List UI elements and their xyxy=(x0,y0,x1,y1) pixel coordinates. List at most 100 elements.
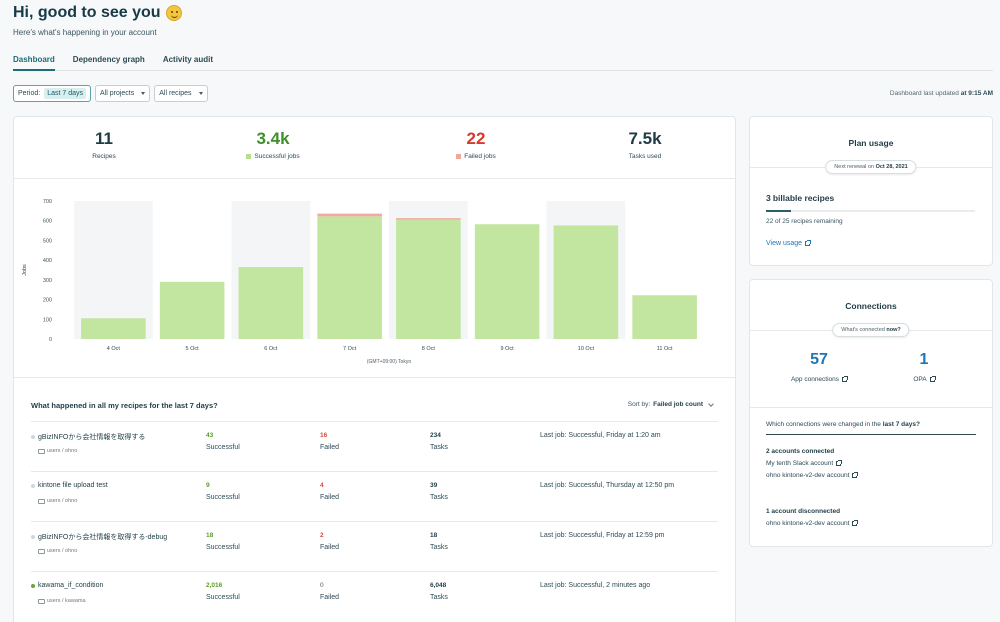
x-tick-label: 11 Oct xyxy=(657,346,673,352)
recipe-list: gBizINFOから会社情報を取得する users / ohno 43 Success… xyxy=(31,421,718,621)
stat-failed-jobs: 22 Failed jobs xyxy=(416,129,536,160)
recipes-remaining: 22 of 25 recipes remaining xyxy=(766,218,843,225)
sort-dropdown[interactable]: Sort by: Failed job count xyxy=(628,400,714,408)
recipe-row[interactable]: kawama_if_condition users / kawama 2,016 Su… xyxy=(31,571,718,621)
connected-account-name: ohno kintone-v2-dev account xyxy=(766,472,850,479)
stat-tasks-used: 7.5k Tasks used xyxy=(585,129,705,160)
y-tick-label: 500 xyxy=(43,238,52,244)
billable-recipes: 3 billable recipes xyxy=(766,193,834,203)
x-tick-label: 9 Oct xyxy=(501,346,515,352)
connected-account-link[interactable]: ohno kintone-v2-dev account xyxy=(766,472,859,479)
external-link-icon xyxy=(852,520,859,526)
opa-count: 1 xyxy=(919,351,929,368)
tasks-value: 234 xyxy=(430,432,441,439)
renewal-prefix: Next renewal on xyxy=(834,164,875,170)
opa-link[interactable]: OPA xyxy=(869,376,979,383)
recipe-path: users / ohno xyxy=(38,498,77,504)
stat-label: Successful jobs xyxy=(254,153,300,160)
recipes-filter-label: All recipes xyxy=(159,90,192,97)
recipes-filter[interactable]: All recipes xyxy=(154,85,208,102)
caret-down-icon xyxy=(141,92,146,95)
last-job-status: Last job: Successful, Thursday at 12:50 … xyxy=(540,482,675,489)
failed-count-cell: 4 Failed xyxy=(320,482,339,501)
tasks-label: Tasks xyxy=(430,494,448,501)
y-tick-label: 600 xyxy=(43,219,52,225)
stat-value: 3.4k xyxy=(256,129,290,148)
tab-activity-audit[interactable]: Activity audit xyxy=(162,55,214,64)
changed-connections-heading: Which connections were changed in the la… xyxy=(766,421,976,435)
tasks-label: Tasks xyxy=(430,444,448,451)
whats-connected-chip: What's connected now? xyxy=(832,323,910,337)
recipe-name-link[interactable]: gBizINFOから会社情報を取得する xyxy=(31,432,145,442)
tasks-value: 18 xyxy=(430,532,438,539)
filter-bar: Period: Last 7 days All projects All rec… xyxy=(13,85,208,102)
y-axis-label: Jobs xyxy=(22,264,28,276)
recipe-name-link[interactable]: kawama_if_condition xyxy=(31,582,103,589)
last-updated-prefix: Dashboard last updated xyxy=(889,90,959,97)
y-tick-label: 400 xyxy=(43,258,52,264)
x-tick-label: 6 Oct xyxy=(264,346,278,352)
stat-value: 22 xyxy=(466,129,486,148)
period-value: Last 7 days xyxy=(44,88,86,99)
recipe-path: users / ohno xyxy=(38,548,77,554)
bar-successful xyxy=(317,216,382,339)
last-job-status: Last job: Successful, 2 minutes ago xyxy=(540,582,651,589)
dashboard-card: 11 Recipes 3.4k Successful jobs 22 Faile… xyxy=(13,116,736,622)
x-tick-label: 5 Oct xyxy=(186,346,200,352)
period-label: Period: xyxy=(18,90,41,97)
jobs-bar-chart: 0 100 200 300 400 500 600 700 Jobs 4 Oct 5 Oct 6 Oc… xyxy=(22,199,697,365)
failed-label: Failed xyxy=(320,444,340,451)
folder-icon xyxy=(38,548,45,554)
successful-value: 18 xyxy=(206,532,214,539)
bar-successful xyxy=(159,281,225,339)
recipe-row[interactable]: gBizINFOから会社情報を取得する users / ohno 43 Success… xyxy=(31,421,718,471)
sort-value: Failed job count xyxy=(653,401,703,408)
recipes-heading: What happened in all my recipes for the … xyxy=(31,401,218,410)
y-tick-label: 300 xyxy=(43,278,52,284)
projects-filter[interactable]: All projects xyxy=(95,85,151,102)
connected-account-link[interactable]: My tenth Slack account xyxy=(766,460,843,467)
failed-label: Failed xyxy=(320,494,340,501)
chevron-down-icon xyxy=(708,400,714,407)
failed-count-cell: 16 Failed xyxy=(320,432,339,451)
period-filter[interactable]: Period: Last 7 days xyxy=(13,85,91,102)
y-tick-label: 200 xyxy=(43,298,52,304)
connected-heading: 2 accounts connected xyxy=(766,448,835,455)
x-tick-label: 7 Oct xyxy=(343,346,357,352)
view-usage-label: View usage xyxy=(766,240,803,247)
connected-account-name: My tenth Slack account xyxy=(766,460,834,467)
disconnected-account-name: ohno kintone-v2-dev account xyxy=(766,520,850,527)
successful-count-cell: 18 Successful xyxy=(206,532,240,551)
changed-period: last 7 days? xyxy=(882,421,920,428)
recipe-row[interactable]: kintone file upload test users / ohno 9 Suc… xyxy=(31,471,718,521)
tab-dependency-graph[interactable]: Dependency graph xyxy=(72,55,145,64)
failed-value: 0 xyxy=(320,582,324,589)
legend-successful-icon xyxy=(246,154,252,159)
external-link-icon xyxy=(805,240,812,246)
stat-label: Recipes xyxy=(92,153,116,160)
recipe-name-link[interactable]: gBizINFOから会社情報を取得する-debug xyxy=(31,532,167,542)
plan-usage-title: Plan usage xyxy=(848,138,894,148)
recipe-name: gBizINFOから会社情報を取得する-debug xyxy=(38,534,168,541)
last-updated: Dashboard last updated at 9:15 AM xyxy=(890,90,993,97)
x-tick-label: 10 Oct xyxy=(578,346,595,352)
app-connections-link[interactable]: App connections xyxy=(764,376,874,383)
failed-value: 4 xyxy=(320,482,324,489)
tasks-value: 39 xyxy=(430,482,438,489)
successful-value: 43 xyxy=(206,432,214,439)
plan-usage-bar xyxy=(766,210,975,212)
recipe-name-link[interactable]: kintone file upload test xyxy=(31,482,108,489)
folder-icon xyxy=(38,448,45,454)
recipe-name: kawama_if_condition xyxy=(38,582,104,589)
tab-bar: Dashboard Dependency graph Activity audi… xyxy=(13,55,993,71)
disconnected-account-link[interactable]: ohno kintone-v2-dev account xyxy=(766,520,859,527)
bar-successful xyxy=(474,224,540,339)
greeting-text: Hi, good to see you xyxy=(13,4,161,21)
renewal-date: Oct 28, 2021 xyxy=(875,164,908,170)
bar-successful xyxy=(81,318,146,339)
view-usage-link[interactable]: View usage xyxy=(766,240,812,247)
recipe-row[interactable]: gBizINFOから会社情報を取得する-debug users / ohno 18 S… xyxy=(31,521,718,571)
stat-value: 11 xyxy=(95,129,113,148)
successful-count-cell: 9 Successful xyxy=(206,482,240,501)
tab-dashboard[interactable]: Dashboard xyxy=(13,55,55,71)
